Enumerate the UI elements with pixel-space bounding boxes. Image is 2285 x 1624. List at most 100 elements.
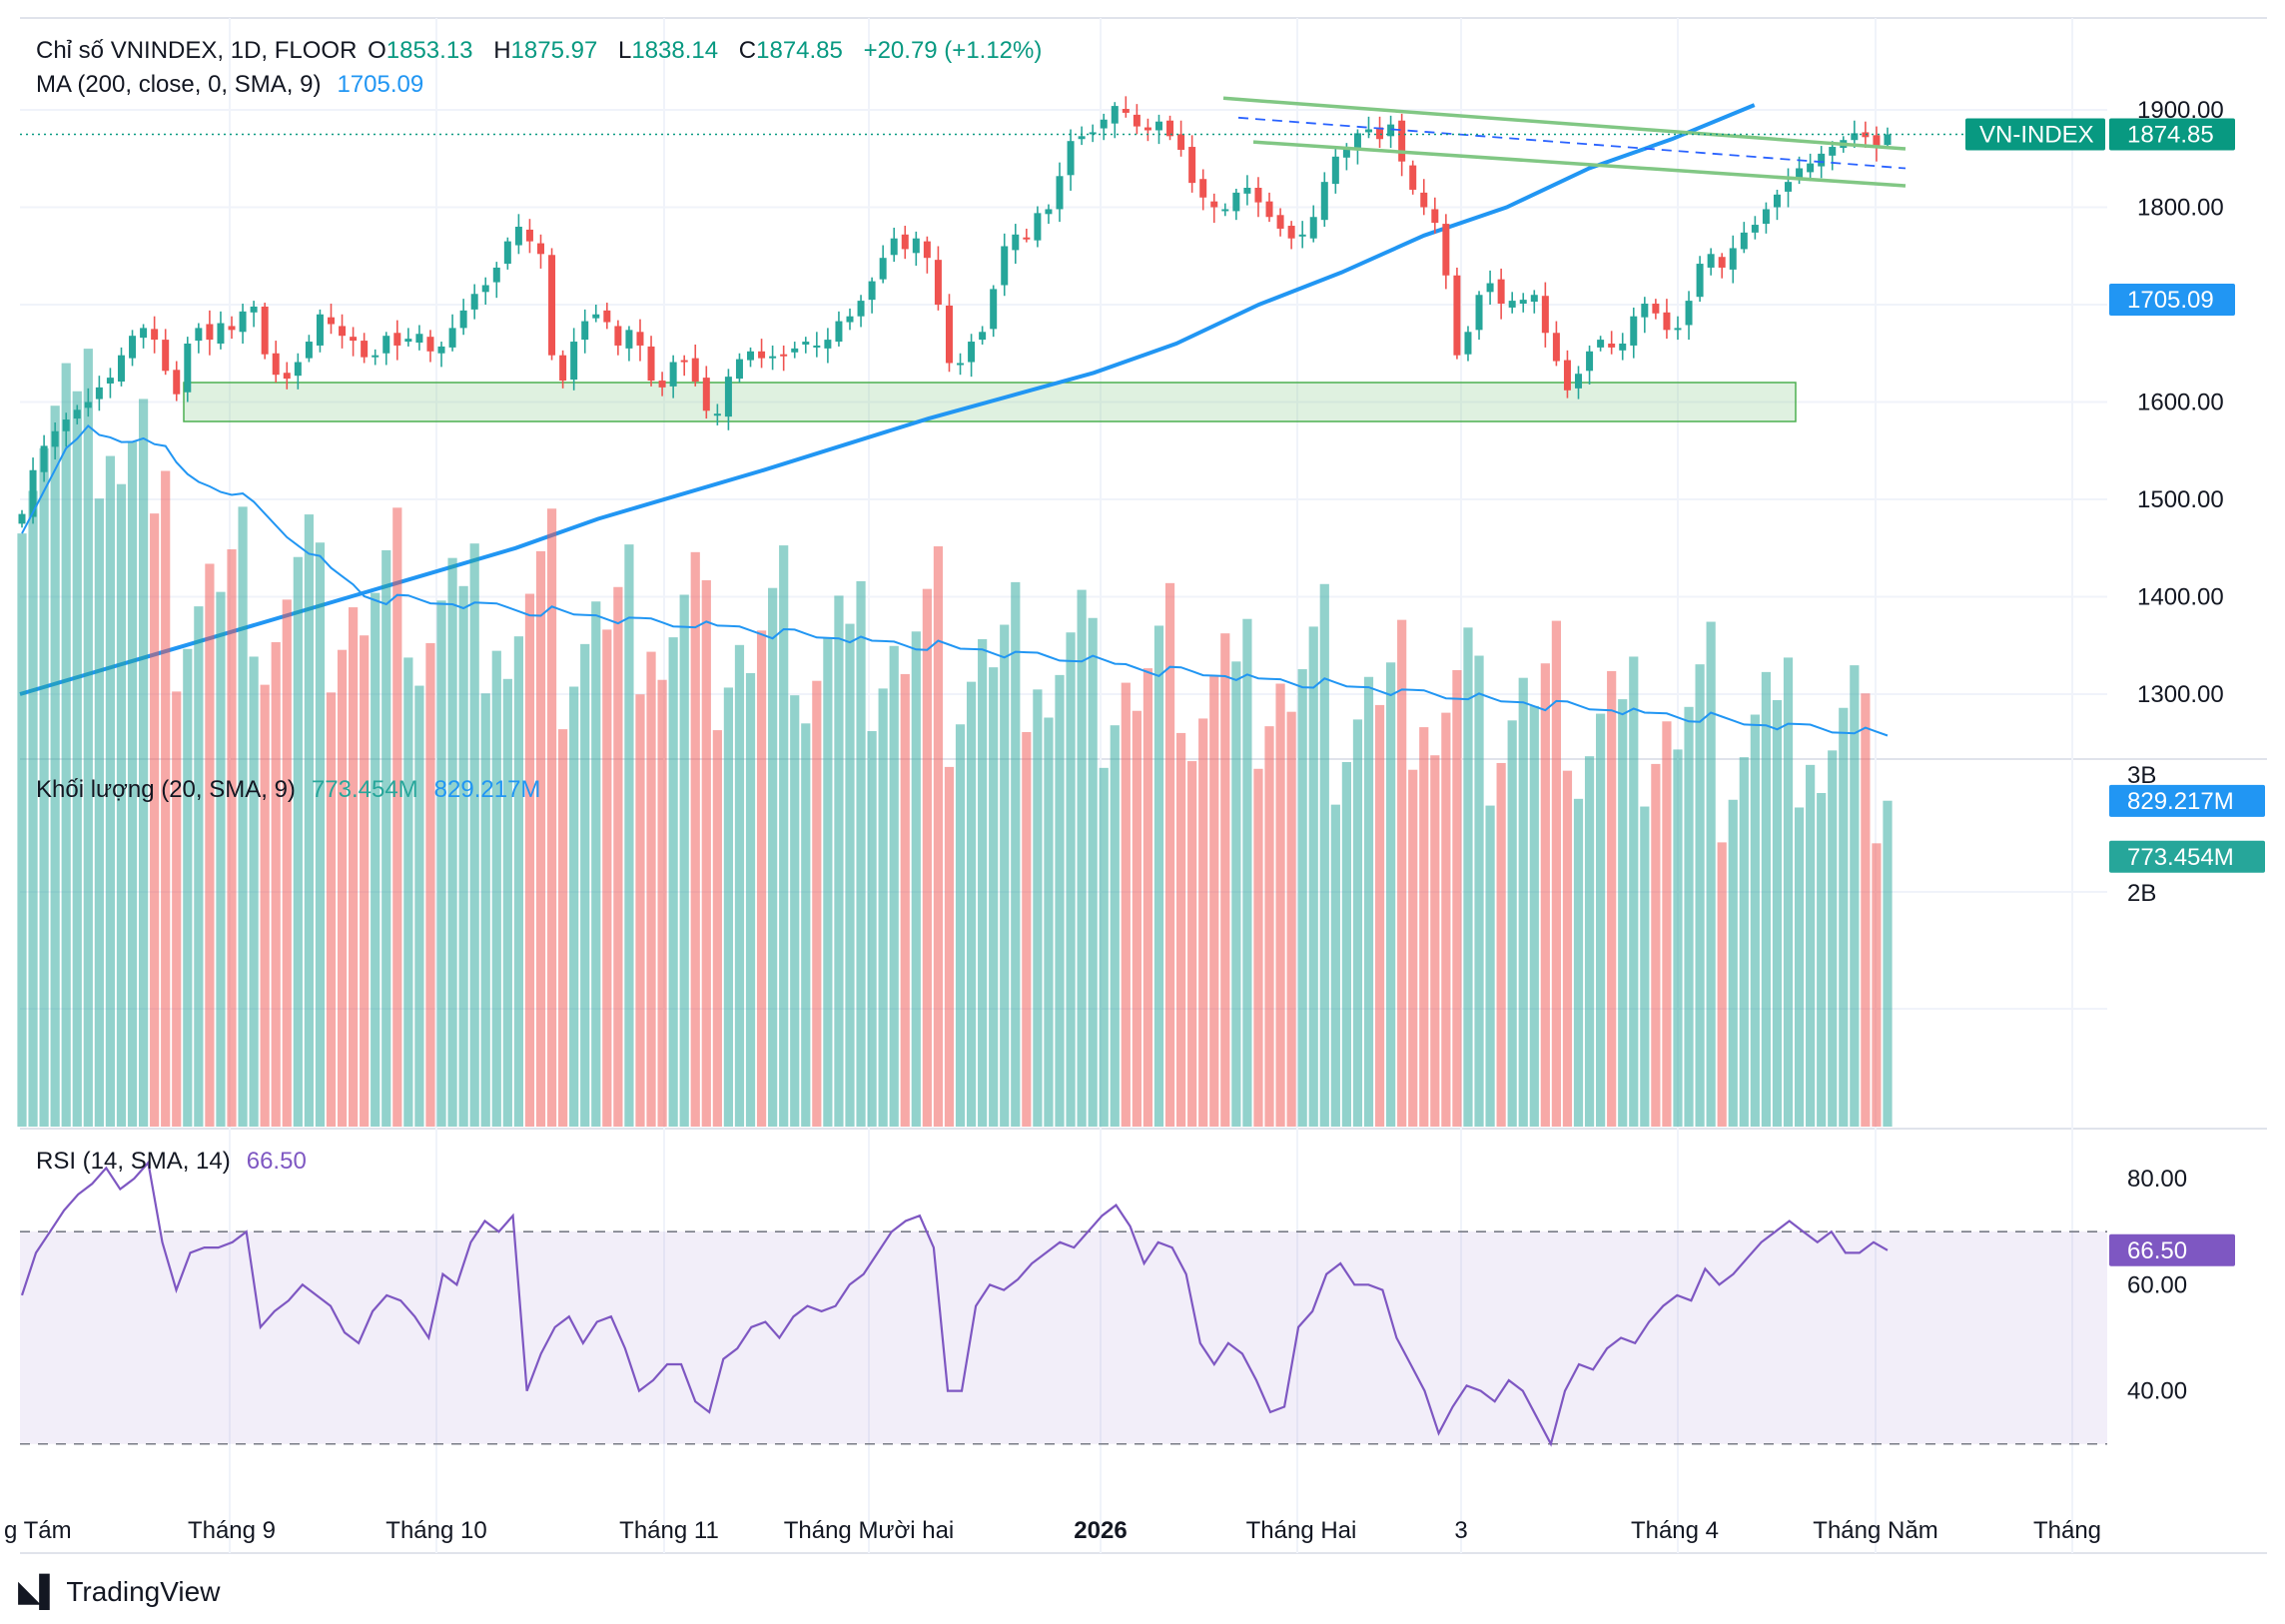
- rsi-badge-text: 66.50: [2127, 1237, 2187, 1264]
- candle-body: [1464, 332, 1472, 355]
- candle-body: [1133, 114, 1141, 127]
- volume-bar: [801, 723, 811, 1127]
- ma200-line: [19, 103, 1756, 696]
- volume-bar: [558, 729, 568, 1127]
- ma-legend[interactable]: MA (200, close, 0, SMA, 9) 1705.09: [36, 70, 427, 100]
- tradingview-brand[interactable]: ◣▌ TradingView: [18, 1574, 220, 1609]
- volume-bar: [1883, 800, 1893, 1127]
- candle-body: [1287, 226, 1295, 239]
- candle-body: [957, 363, 965, 366]
- volume-bar: [1419, 727, 1429, 1127]
- volume-bar: [1861, 693, 1871, 1127]
- volume-bar: [1662, 721, 1672, 1127]
- candle-body: [481, 285, 489, 293]
- candle-body: [857, 301, 865, 317]
- candle-body: [1674, 328, 1682, 331]
- volume-bar: [1728, 799, 1738, 1127]
- price-tick-label: 1400.00: [2137, 584, 2224, 611]
- volume-bar: [172, 691, 182, 1127]
- candle-body: [173, 370, 181, 395]
- candle-body: [514, 227, 522, 246]
- volume-bar: [1011, 581, 1021, 1127]
- candle-body: [581, 321, 589, 341]
- ma-legend-value: 1705.09: [337, 71, 424, 98]
- candle-body: [1376, 127, 1384, 140]
- volume-bar: [1518, 677, 1528, 1127]
- candle-body: [525, 229, 533, 242]
- candle-body: [625, 330, 633, 349]
- volume-legend[interactable]: Khối lượng (20, SMA, 9) 773.454M 829.217M: [36, 775, 544, 805]
- volume-bar: [933, 546, 944, 1127]
- volume-bar: [535, 550, 546, 1127]
- volume-bar: [502, 678, 512, 1127]
- candle-body: [1387, 124, 1395, 137]
- candle-body: [1100, 119, 1108, 129]
- candle-body: [106, 378, 114, 384]
- volume-bar: [944, 766, 955, 1127]
- volume-bar: [679, 594, 689, 1127]
- candle-body: [1056, 176, 1064, 210]
- volume-bar: [304, 514, 314, 1127]
- volume-bar: [1684, 706, 1694, 1127]
- ohlc-legend: Chỉ số VNINDEX, 1D, FLOOR O1853.13 H1875…: [36, 36, 1056, 66]
- volume-bar: [1275, 683, 1285, 1127]
- candle-body: [1442, 224, 1450, 276]
- candle-body: [339, 326, 347, 337]
- candle-body: [735, 359, 743, 380]
- candle-body: [1729, 248, 1737, 270]
- candle-body: [228, 326, 236, 331]
- candle-body: [1818, 153, 1826, 167]
- volume-bar: [1673, 749, 1683, 1127]
- volume-bar: [458, 585, 468, 1127]
- volume-bar: [524, 593, 535, 1127]
- volume-bar: [745, 672, 756, 1127]
- volume-bar: [1033, 689, 1043, 1127]
- last-price-badge-text: 1874.85: [2127, 122, 2214, 149]
- candle-body: [968, 342, 976, 363]
- volume-bar: [624, 544, 634, 1127]
- volume-bar: [414, 685, 424, 1127]
- volume-bar: [1374, 704, 1385, 1127]
- time-tick-label: g Tám: [4, 1517, 72, 1544]
- volume-bar: [1806, 764, 1816, 1127]
- volume-bar: [1110, 725, 1120, 1127]
- price-tick-label: 1500.00: [2137, 486, 2224, 513]
- candle-body: [559, 355, 567, 382]
- candle-body: [206, 324, 214, 341]
- candle-body: [1608, 344, 1616, 348]
- candle-body: [1177, 134, 1185, 150]
- volume-bar: [403, 657, 413, 1127]
- candle-body: [18, 513, 26, 524]
- candle-body: [945, 305, 953, 364]
- rsi-tick-label: 60.00: [2127, 1271, 2187, 1298]
- candle-body: [1884, 134, 1892, 146]
- candle-body: [393, 333, 401, 346]
- candle-body: [1563, 360, 1571, 391]
- candle-body: [912, 238, 920, 254]
- volume-bar: [194, 606, 204, 1127]
- volume-bar: [1022, 731, 1032, 1127]
- volume-bar: [1474, 655, 1484, 1127]
- candle-body: [162, 340, 170, 372]
- candle-body: [459, 310, 467, 329]
- candle-body: [1122, 109, 1130, 113]
- volume-bar: [646, 651, 656, 1127]
- volume-bar: [635, 694, 645, 1127]
- candle-body: [1696, 264, 1704, 298]
- volume-bar: [282, 599, 292, 1127]
- volume-ma-badge: [2109, 784, 2265, 817]
- candle-body: [294, 362, 302, 377]
- candle-body: [1089, 132, 1097, 135]
- candle-body: [934, 260, 942, 305]
- candle-body: [724, 377, 732, 417]
- candle-body: [1862, 132, 1870, 138]
- candle-body: [647, 346, 655, 382]
- time-tick-label: Tháng Hai: [1246, 1517, 1357, 1544]
- volume-bar: [1584, 756, 1595, 1127]
- volume-bar: [150, 513, 160, 1127]
- volume-bar: [94, 498, 104, 1127]
- candle-body: [1497, 279, 1505, 305]
- rsi-legend[interactable]: RSI (14, SMA, 14) 66.50: [36, 1147, 311, 1177]
- candle-body: [1276, 215, 1284, 229]
